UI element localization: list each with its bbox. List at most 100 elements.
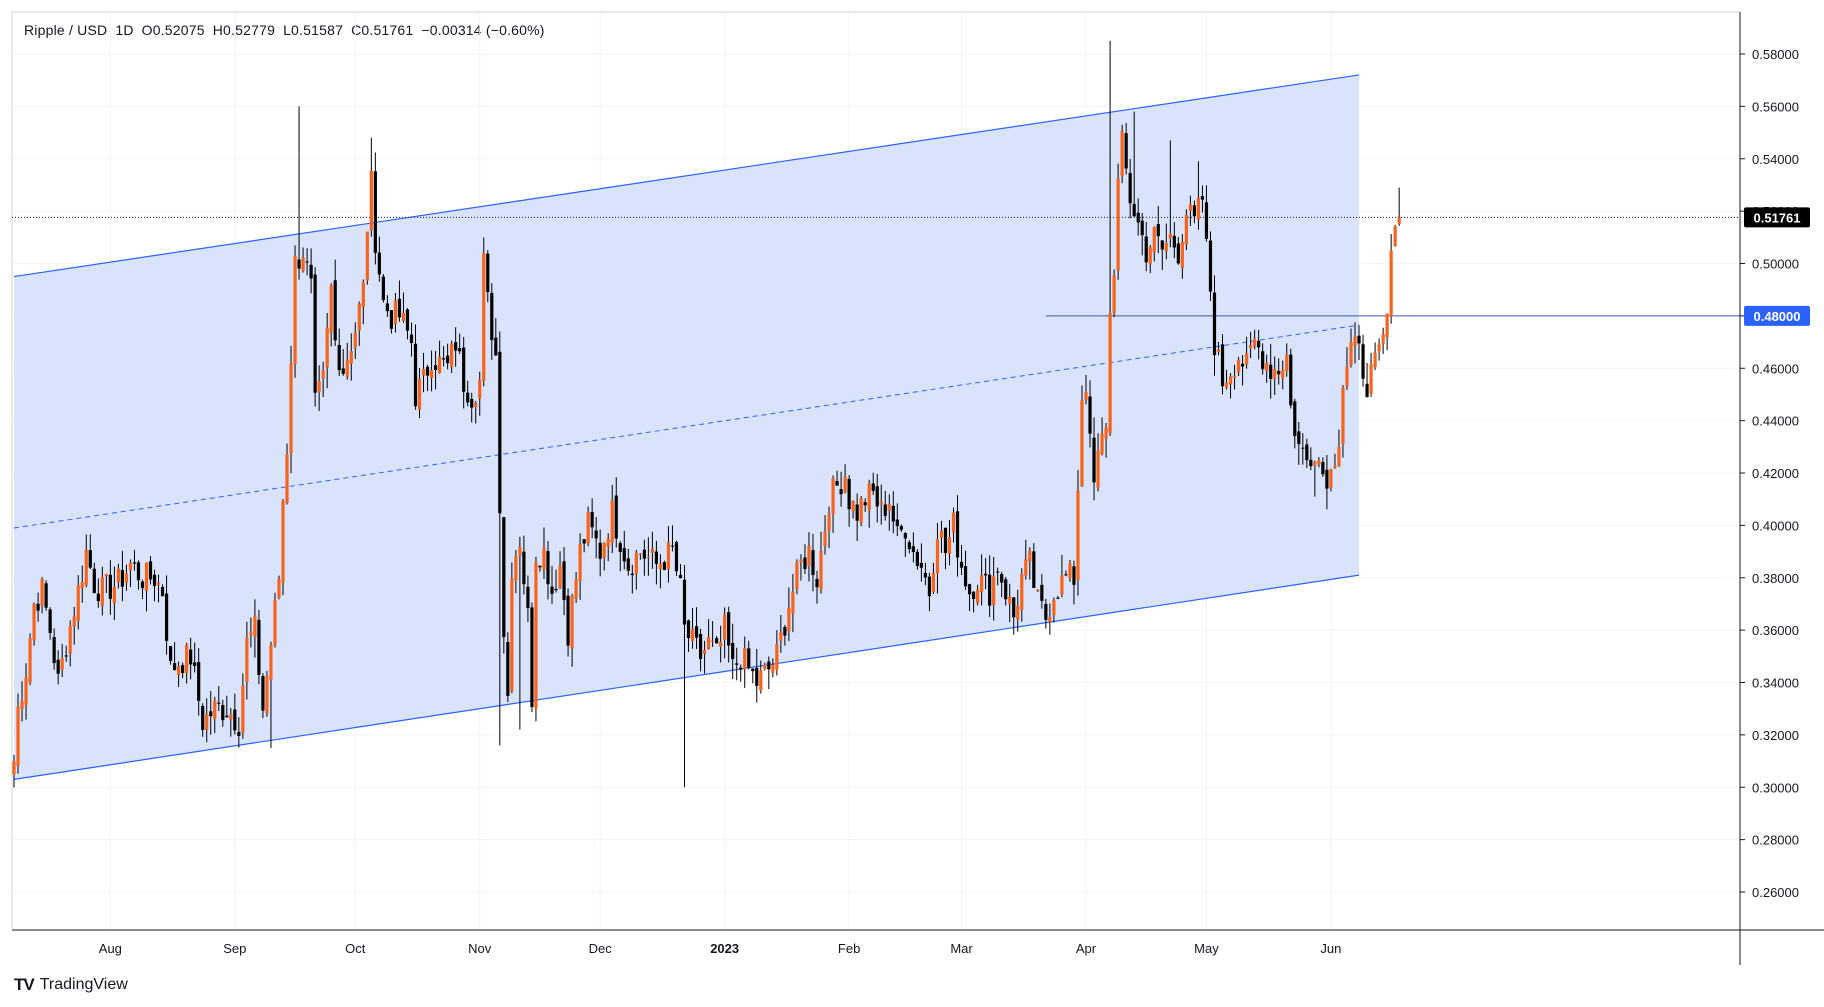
candle-body [542, 547, 546, 570]
candle-body [470, 398, 474, 408]
candle-body [1200, 196, 1205, 200]
candle-body [727, 612, 731, 646]
price-tick-label: 0.38000 [1752, 571, 1799, 586]
candle-body [1305, 444, 1309, 461]
candle-body [626, 558, 630, 571]
candle-body [265, 676, 269, 714]
candle-body [80, 581, 84, 589]
candle-body [389, 310, 394, 329]
candle-body [795, 562, 799, 590]
candle-body [1341, 387, 1345, 445]
candle-body [755, 667, 759, 686]
candle-body [269, 645, 273, 680]
tradingview-logo-icon: TV [14, 975, 35, 994]
candle-body [482, 253, 486, 381]
candle-body [690, 628, 695, 642]
candle-body [622, 548, 626, 562]
horizontal-line[interactable] [12, 216, 1740, 317]
channel-lower-line [13, 574, 1360, 780]
candle-body [598, 542, 602, 559]
candle-body [181, 665, 185, 674]
candle-body [1257, 340, 1261, 348]
candle-body [1349, 341, 1353, 366]
price-tick-label: 0.26000 [1752, 885, 1799, 900]
price-tick-label: 0.54000 [1752, 152, 1799, 167]
candle-body [735, 663, 739, 665]
candle-body [341, 368, 345, 374]
candle-body [237, 731, 241, 736]
candle-body [498, 351, 502, 514]
candle-body [305, 261, 309, 263]
candle-body [144, 562, 149, 591]
candle-body [1132, 203, 1136, 217]
candle-body [996, 571, 1000, 573]
candle-body [1381, 334, 1385, 345]
candle-body [923, 572, 928, 578]
candle-body [586, 511, 590, 544]
candle-body [361, 282, 365, 308]
candle-body [44, 583, 48, 608]
candle-body [971, 591, 976, 600]
candle-body [1329, 469, 1333, 489]
candle-body [1024, 559, 1028, 576]
candle-body [947, 536, 952, 554]
candle-body [1224, 382, 1229, 388]
price-tick-label: 0.32000 [1752, 728, 1799, 743]
time-tick-label: 2023 [710, 941, 739, 956]
candle-body [899, 525, 903, 530]
candle-body [1112, 275, 1116, 314]
candle-body [1016, 605, 1020, 620]
candle-body [654, 551, 658, 564]
candle-body [1265, 362, 1269, 371]
change-value: −0.00314 (−0.60%) [421, 22, 545, 38]
tradingview-brand[interactable]: TV TradingView [14, 975, 128, 995]
candle-body [939, 530, 944, 538]
candle-body [610, 500, 614, 543]
candle-body [261, 676, 265, 711]
candle-body [1393, 226, 1397, 247]
candle-body [518, 546, 522, 556]
candle-body [1044, 604, 1048, 620]
candle-body [751, 668, 755, 672]
candle-body [421, 368, 426, 376]
price-tick-label: 0.42000 [1752, 466, 1799, 481]
candle-body [197, 662, 201, 701]
time-tick-label: Mar [950, 941, 973, 956]
candle-body [369, 170, 373, 231]
candle-body [879, 501, 883, 505]
candle-body [281, 501, 285, 583]
parallel-channel[interactable] [13, 74, 1360, 780]
candle-body [863, 502, 867, 506]
candle-body [967, 584, 972, 595]
candle-body [843, 476, 847, 492]
candle-body [1228, 376, 1233, 385]
candle-body [52, 637, 56, 664]
time-tick-label: Apr [1076, 941, 1097, 956]
candle-body [397, 298, 402, 318]
candle-body [803, 557, 807, 569]
candle-body [1020, 573, 1024, 610]
candle-body [811, 550, 815, 576]
last-price-label: 0.51761 [1754, 210, 1801, 225]
candle-body [935, 539, 940, 574]
candle-body [437, 356, 442, 374]
candle-body [1373, 352, 1377, 368]
candle-body [1012, 597, 1016, 618]
candle-body [1148, 247, 1152, 264]
candle-body [1036, 589, 1040, 592]
candle-body [980, 574, 984, 592]
time-tick-label: Nov [468, 941, 492, 956]
candle-body [1160, 240, 1164, 250]
candle-body [1068, 563, 1072, 579]
candle-body [943, 527, 948, 553]
candle-body [1136, 212, 1140, 223]
candle-body [293, 255, 297, 365]
candle-body [847, 478, 851, 510]
candle-body [329, 285, 333, 333]
candle-body [510, 578, 514, 692]
candle-body [1188, 204, 1192, 211]
candle-body [140, 581, 145, 589]
candle-body [871, 483, 875, 491]
